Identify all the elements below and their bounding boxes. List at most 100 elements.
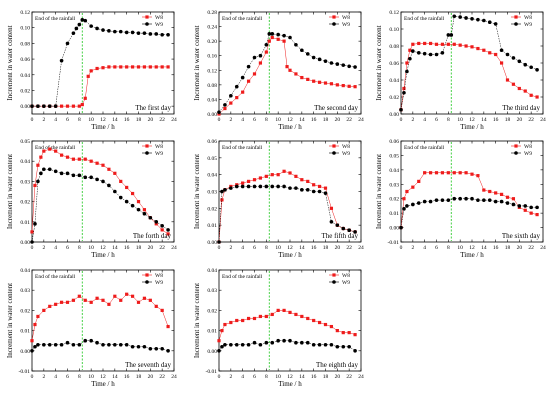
data-point-w9	[282, 338, 286, 343]
data-point-w8	[223, 106, 227, 111]
x-tick-label: 12	[287, 245, 293, 251]
data-point-w9	[470, 196, 474, 201]
data-point-w8	[125, 185, 129, 190]
data-point-w8	[317, 184, 322, 189]
data-point-w9	[288, 338, 292, 343]
data-point-w8	[440, 171, 445, 175]
panel-title: The sixth day	[502, 232, 541, 240]
data-point-w8	[220, 329, 224, 333]
panel-title: The fifth day	[321, 232, 358, 240]
legend-label: W9	[524, 151, 532, 157]
data-point-w8	[294, 312, 298, 317]
data-point-w9	[71, 342, 76, 347]
data-point-w8	[282, 308, 286, 312]
x-tick-label: 10	[457, 245, 463, 251]
y-tick-label: 0.04	[207, 97, 217, 103]
data-point-w8	[113, 65, 117, 69]
rain-end-annotation: End of the rainfall	[404, 144, 445, 151]
data-point-w8	[294, 174, 298, 178]
legend-label: W8	[155, 144, 163, 150]
legend-label: W8	[524, 144, 532, 150]
data-point-w8	[223, 322, 227, 327]
data-point-w9	[317, 342, 322, 347]
x-tick-label: 14	[299, 117, 305, 123]
y-tick-label: 0.00	[20, 240, 30, 246]
x-tick-label: 0	[31, 374, 34, 380]
data-point-w8	[529, 211, 533, 215]
data-point-w9	[118, 342, 123, 347]
data-point-w9	[482, 198, 486, 202]
x-tick-label: 2	[411, 117, 414, 123]
data-point-w9	[229, 186, 233, 190]
data-point-w8	[505, 78, 510, 82]
data-point-w9	[36, 342, 40, 347]
data-point-w9	[220, 189, 224, 194]
data-point-w8	[246, 316, 251, 321]
y-tick-label: 0.02	[389, 197, 399, 203]
data-point-w8	[341, 83, 345, 88]
panel-title: The eighth day	[316, 361, 358, 369]
data-point-w9	[42, 342, 46, 347]
rain-end-annotation: End of the rainfall	[222, 15, 263, 22]
data-point-w8	[428, 171, 433, 175]
data-point-w8	[136, 200, 141, 204]
data-point-w8	[142, 208, 147, 212]
data-point-w9	[234, 342, 239, 347]
data-point-w8	[86, 74, 90, 78]
data-point-w8	[535, 212, 539, 217]
data-point-w8	[246, 79, 251, 83]
data-point-w8	[282, 169, 286, 173]
y-tick-label: 0.06	[20, 57, 30, 63]
data-point-w9	[71, 173, 76, 178]
data-point-w9	[154, 32, 159, 36]
data-point-w8	[405, 189, 409, 194]
data-point-w8	[288, 171, 292, 175]
x-tick-label: 0	[218, 245, 221, 251]
data-point-w9	[113, 189, 117, 194]
data-point-w9	[53, 104, 58, 108]
data-point-w9	[234, 84, 239, 89]
data-point-w8	[494, 191, 498, 195]
x-tick-label: 8	[78, 374, 81, 380]
data-point-w9	[124, 30, 129, 35]
data-point-w9	[458, 196, 462, 201]
data-point-w9	[258, 342, 263, 347]
legend-marker-w9	[332, 151, 336, 155]
data-point-w9	[329, 342, 334, 347]
data-point-w8	[83, 96, 87, 100]
data-point-w9	[411, 49, 415, 53]
y-tick-label: 0.12	[20, 10, 30, 16]
data-point-w8	[89, 300, 93, 304]
data-point-w8	[482, 48, 486, 52]
legend-label: W8	[155, 15, 163, 21]
y-tick-label: 0.00	[389, 112, 399, 118]
data-point-w8	[241, 318, 245, 323]
data-point-w9	[505, 201, 510, 205]
data-point-w8	[408, 48, 412, 52]
data-point-w8	[353, 333, 357, 337]
data-point-w8	[270, 35, 274, 40]
data-point-w9	[142, 344, 147, 349]
data-point-w9	[240, 184, 245, 189]
data-point-w8	[258, 314, 263, 319]
data-point-w8	[402, 197, 406, 201]
data-point-w9	[529, 205, 533, 210]
legend-marker-w9	[145, 151, 149, 155]
data-point-w9	[107, 29, 111, 33]
y-tick-label: 0.02	[207, 308, 217, 314]
x-tick-label: 14	[481, 117, 487, 123]
data-point-w9	[487, 20, 492, 25]
y-tick-label: 0.00	[207, 349, 217, 355]
data-point-w9	[428, 52, 433, 57]
chart-panel: 0 2 4 6 8 10 12 14 16 18 20 22 240.000.040.080.120.1…	[193, 10, 364, 131]
data-point-w9	[166, 349, 170, 353]
x-tick-label: 18	[323, 374, 329, 380]
data-point-w8	[154, 65, 158, 69]
x-tick-label: 16	[311, 117, 317, 123]
legend-marker-w9	[332, 22, 336, 26]
x-tick-label: 14	[112, 117, 118, 123]
panel-title: The forth day	[133, 232, 172, 240]
data-point-w8	[71, 157, 76, 161]
data-point-w9	[405, 204, 409, 208]
plot-frame	[400, 140, 544, 243]
